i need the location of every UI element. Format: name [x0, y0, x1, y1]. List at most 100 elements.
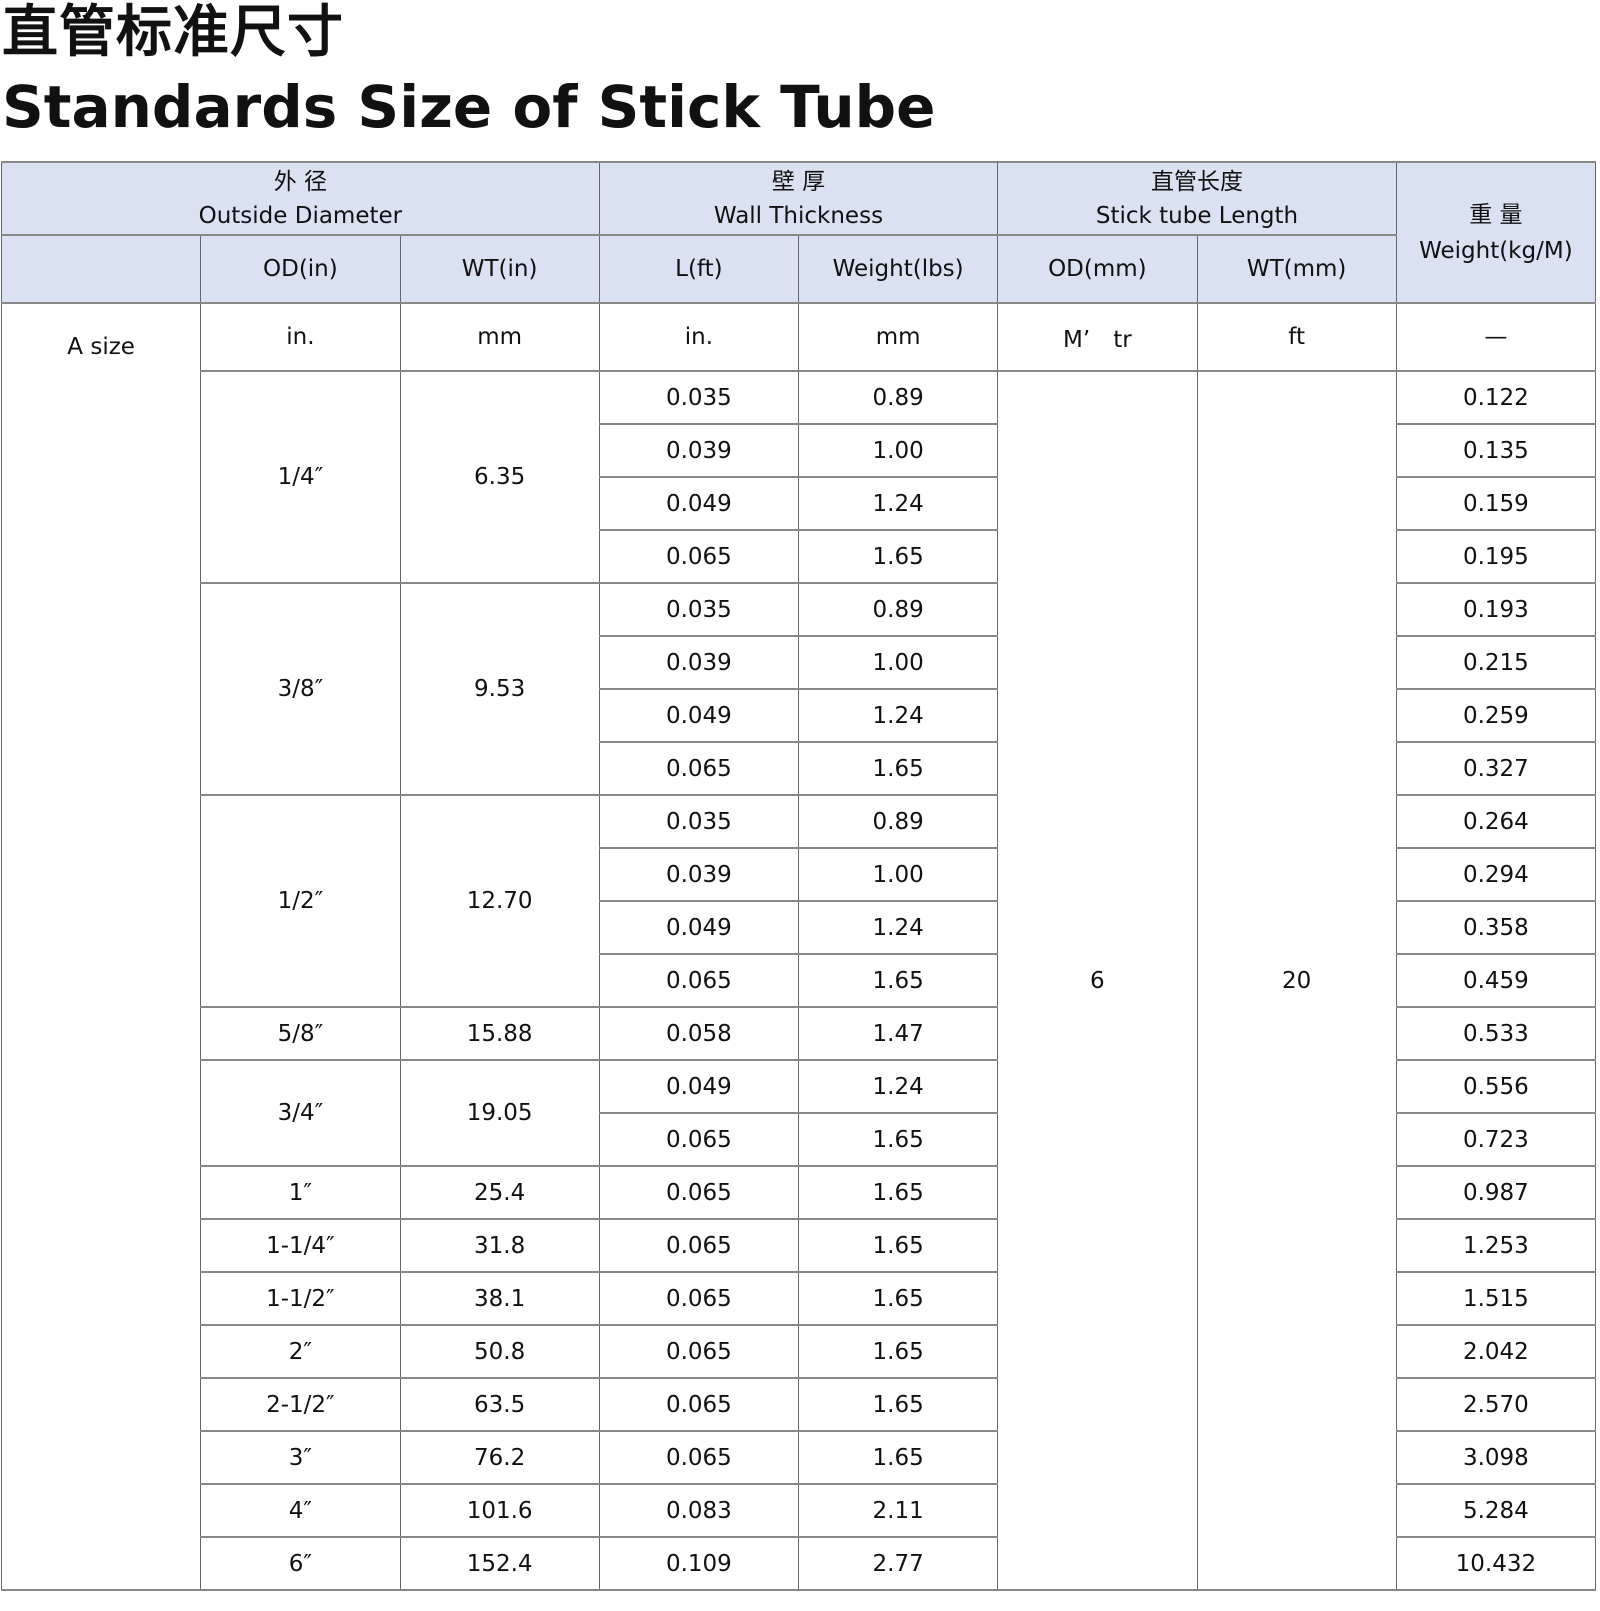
table-row: 2-1/2″ 63.5 0.065 1.65 2.570	[2, 1377, 1597, 1432]
a-size-label: A size	[0, 302, 202, 1591]
od-in-cell: 1-1/2″	[200, 1271, 401, 1326]
subheader: Weight(lbs)	[797, 234, 999, 304]
od-in-cell: 1-1/4″	[200, 1218, 401, 1273]
header-cn: 外 径	[273, 168, 328, 195]
od-mm-cell: 50.8	[399, 1324, 600, 1379]
weight-cell: 0.294	[1395, 847, 1597, 902]
wt-mm-cell: 1.65	[797, 1271, 999, 1326]
od-in-cell: 2-1/2″	[200, 1377, 401, 1432]
weight-cell: 0.195	[1395, 529, 1597, 584]
wt-mm-cell: 1.00	[797, 847, 999, 902]
table-row: 5/8″ 15.88 0.058 1.47 0.533	[2, 1006, 1597, 1061]
table-row: 3/4″ 19.05 0.049 1.24 0.556	[2, 1059, 1597, 1167]
wt-mm-cell: 2.77	[797, 1536, 999, 1591]
subheader: L(ft)	[598, 234, 800, 304]
weight-cell: 0.193	[1395, 582, 1597, 637]
wt-mm-cell: 1.00	[797, 423, 999, 478]
weight-cell: 0.215	[1395, 635, 1597, 690]
length-m-cell: 6	[997, 370, 1198, 1591]
od-mm-cell: 38.1	[399, 1271, 600, 1326]
wt-mm-cell: 1.24	[797, 688, 999, 743]
od-in-cell: 6″	[200, 1536, 401, 1591]
weight-cell: 5.284	[1395, 1483, 1597, 1538]
wt-in-cell: 0.039	[598, 423, 800, 478]
table-row: 0.039 1.00 0.135	[2, 423, 1597, 478]
unit: in.	[598, 302, 800, 372]
table-row: 2″ 50.8 0.065 1.65 2.042	[2, 1324, 1597, 1379]
header-cn: 壁 厚	[771, 168, 826, 195]
weight-cell: 0.122	[1395, 370, 1597, 425]
wt-in-cell: 0.065	[598, 1218, 800, 1273]
header-stick-tube-length: 直管长度 Stick tube Length	[997, 161, 1397, 236]
subheader: OD(mm)	[997, 234, 1198, 304]
weight-cell: 0.459	[1395, 953, 1597, 1008]
od-mm-cell: 25.4	[399, 1165, 600, 1220]
od-in-cell: 3/8″	[200, 582, 401, 796]
unit: mm	[399, 302, 600, 372]
od-in-cell: 3″	[200, 1430, 401, 1485]
subheader: WT(mm)	[1196, 234, 1397, 304]
wt-in-cell: 0.035	[598, 370, 800, 425]
wt-in-cell: 0.065	[598, 1271, 800, 1326]
wt-mm-cell: 1.65	[797, 953, 999, 1008]
wt-in-cell: 0.065	[598, 741, 800, 796]
header-en: Outside Diameter	[198, 202, 403, 229]
wt-in-cell: 0.065	[598, 953, 800, 1008]
unit: mm	[797, 302, 999, 372]
od-mm-cell: 19.05	[399, 1059, 600, 1167]
od-in-cell: 2″	[200, 1324, 401, 1379]
od-mm-cell: 12.70	[399, 794, 600, 1008]
od-mm-cell: 63.5	[399, 1377, 600, 1432]
weight-cell: 0.159	[1395, 476, 1597, 531]
title-english: Standards Size of Stick Tube	[2, 73, 936, 141]
weight-cell: 2.570	[1395, 1377, 1597, 1432]
wt-in-cell: 0.049	[598, 900, 800, 955]
unit: in.	[200, 302, 401, 372]
wt-mm-cell: 1.65	[797, 1324, 999, 1379]
od-in-cell: 1/4″	[200, 370, 401, 584]
header-outside-diameter: 外 径 Outside Diameter	[1, 161, 600, 236]
wt-in-cell: 0.049	[598, 476, 800, 531]
table-row: 0.039 1.00 0.215	[2, 635, 1597, 690]
subheader: WT(in)	[399, 234, 600, 304]
wt-in-cell: 0.039	[598, 847, 800, 902]
wt-mm-cell: 1.65	[797, 529, 999, 584]
wt-mm-cell: 1.65	[797, 1430, 999, 1485]
weight-cell: 0.259	[1395, 688, 1597, 743]
od-mm-cell: 101.6	[399, 1483, 600, 1538]
od-in-cell: 3/4″	[200, 1059, 401, 1167]
stick-tube-size-table: 外 径 Outside Diameter 壁 厚 Wall Thickness 直管…	[0, 161, 1597, 1591]
weight-cell: 0.327	[1395, 741, 1597, 796]
weight-cell: 0.135	[1395, 423, 1597, 478]
unit: M’ tr	[997, 302, 1198, 372]
od-mm-cell: 152.4	[399, 1536, 600, 1591]
wt-mm-cell: 1.65	[797, 1165, 999, 1220]
wt-in-cell: 0.065	[598, 1377, 800, 1432]
wt-in-cell: 0.109	[598, 1536, 800, 1591]
weight-cell: 10.432	[1395, 1536, 1597, 1591]
title-chinese: 直管标准尺寸	[2, 0, 344, 65]
wt-in-cell: 0.065	[598, 1324, 800, 1379]
wt-mm-cell: 1.24	[797, 900, 999, 955]
table-row: 6″ 152.4 0.109 2.77 10.432	[2, 1536, 1597, 1591]
wt-in-cell: 0.065	[598, 1165, 800, 1220]
weight-cell: 0.556	[1395, 1059, 1597, 1114]
wt-mm-cell: 2.11	[797, 1483, 999, 1538]
wt-mm-cell: 0.89	[797, 370, 999, 425]
wt-mm-cell: 1.65	[797, 741, 999, 796]
weight-cell: 0.358	[1395, 900, 1597, 955]
header-wall-thickness: 壁 厚 Wall Thickness	[598, 161, 999, 236]
table-row: 0.065 1.65 0.327	[2, 741, 1597, 796]
header-weight: 重 量 Weight(kg/M)	[1395, 161, 1597, 304]
weight-cell: 3.098	[1395, 1430, 1597, 1485]
weight-cell: 2.042	[1395, 1324, 1597, 1379]
table-row: 1/4″ 6.35 0.035 0.89 6 20 0.122	[2, 370, 1597, 1591]
weight-cell: 0.533	[1395, 1006, 1597, 1061]
od-mm-cell: 31.8	[399, 1218, 600, 1273]
od-in-cell: 5/8″	[200, 1006, 401, 1061]
od-mm-cell: 9.53	[399, 582, 600, 796]
od-mm-cell: 76.2	[399, 1430, 600, 1485]
wt-mm-cell: 1.00	[797, 635, 999, 690]
table-row: 0.049 1.24 0.259	[2, 688, 1597, 743]
weight-cell: 0.723	[1395, 1112, 1597, 1167]
